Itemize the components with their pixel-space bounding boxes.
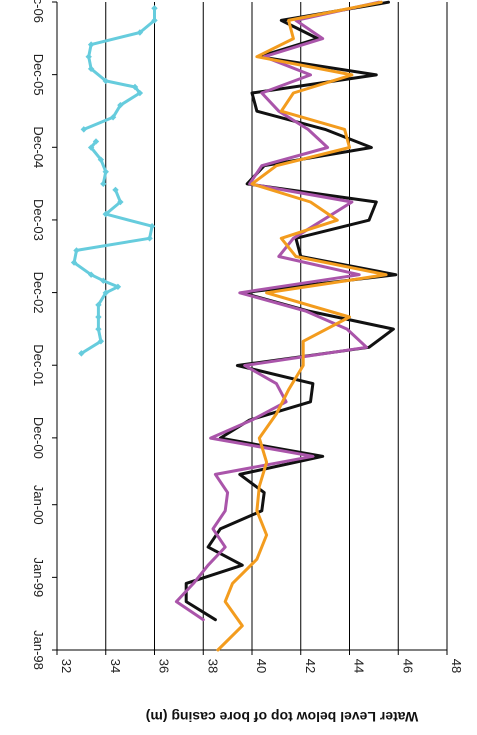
time-tick-label: Dec-04 [31, 126, 46, 168]
value-tick-label: 46 [400, 659, 415, 673]
time-tick-label: Jan-98 [31, 630, 46, 670]
series-point [97, 156, 105, 163]
series-point [146, 235, 153, 242]
value-tick-label: 44 [352, 659, 367, 673]
series-point [117, 101, 124, 109]
series-point [95, 325, 102, 333]
series-point [114, 283, 122, 290]
series-point [136, 89, 144, 97]
time-tick-label: Dec-06 [31, 0, 46, 23]
series-point [80, 126, 88, 133]
tick-labels: 32 34 36 38 40 42 44 46 48 Jan-98 Jan-99 Jan-00 Dec-… [31, 0, 464, 673]
series-point [136, 29, 144, 36]
value-tick-label: 48 [449, 659, 464, 673]
series-point [102, 77, 109, 85]
series-point [109, 114, 117, 121]
series-point [78, 350, 85, 357]
series-point [95, 313, 102, 321]
y-axis-title: Water Level below top of bore casing (m) [146, 709, 419, 725]
series-line-1 [82, 6, 156, 131]
series-point [131, 83, 139, 91]
series-point [100, 180, 107, 188]
series-point [73, 247, 80, 254]
value-tick-label: 32 [59, 659, 74, 673]
series-line-3 [174, 0, 381, 622]
series-point [117, 198, 124, 206]
series-point [85, 53, 92, 60]
series-point [102, 210, 109, 218]
gridlines [105, 2, 448, 650]
axes [52, 1, 448, 655]
series-point [112, 186, 119, 194]
value-tick-label: 42 [303, 659, 318, 673]
time-tick-label: Jan-99 [31, 557, 46, 597]
value-tick-label: 36 [157, 659, 172, 673]
time-tick-label: Dec-03 [31, 199, 46, 241]
series-point [87, 65, 95, 73]
series-point [100, 277, 107, 284]
value-tick-label: 34 [108, 659, 123, 673]
value-tick-label: 40 [254, 659, 269, 673]
series-point [87, 144, 95, 151]
series-point [95, 301, 102, 309]
time-tick-label: Dec-02 [31, 272, 46, 314]
time-tick-label: Dec-00 [31, 417, 46, 459]
series-point [102, 289, 109, 297]
series-lines [70, 0, 398, 652]
time-tick-label: Dec-01 [31, 344, 46, 386]
time-tick-label: Jan-00 [31, 485, 46, 525]
series-point [148, 223, 156, 230]
series-point [87, 41, 95, 48]
series-point [97, 338, 105, 345]
series-line-4 [216, 0, 388, 652]
series-point [151, 5, 158, 12]
series-point [151, 17, 158, 24]
series-point [70, 259, 78, 266]
series-point [92, 138, 100, 145]
time-tick-label: Dec-05 [31, 54, 46, 96]
series-point [102, 168, 109, 175]
series-point [87, 271, 95, 278]
value-tick-label: 38 [205, 659, 220, 673]
series-line-1 [72, 188, 154, 355]
